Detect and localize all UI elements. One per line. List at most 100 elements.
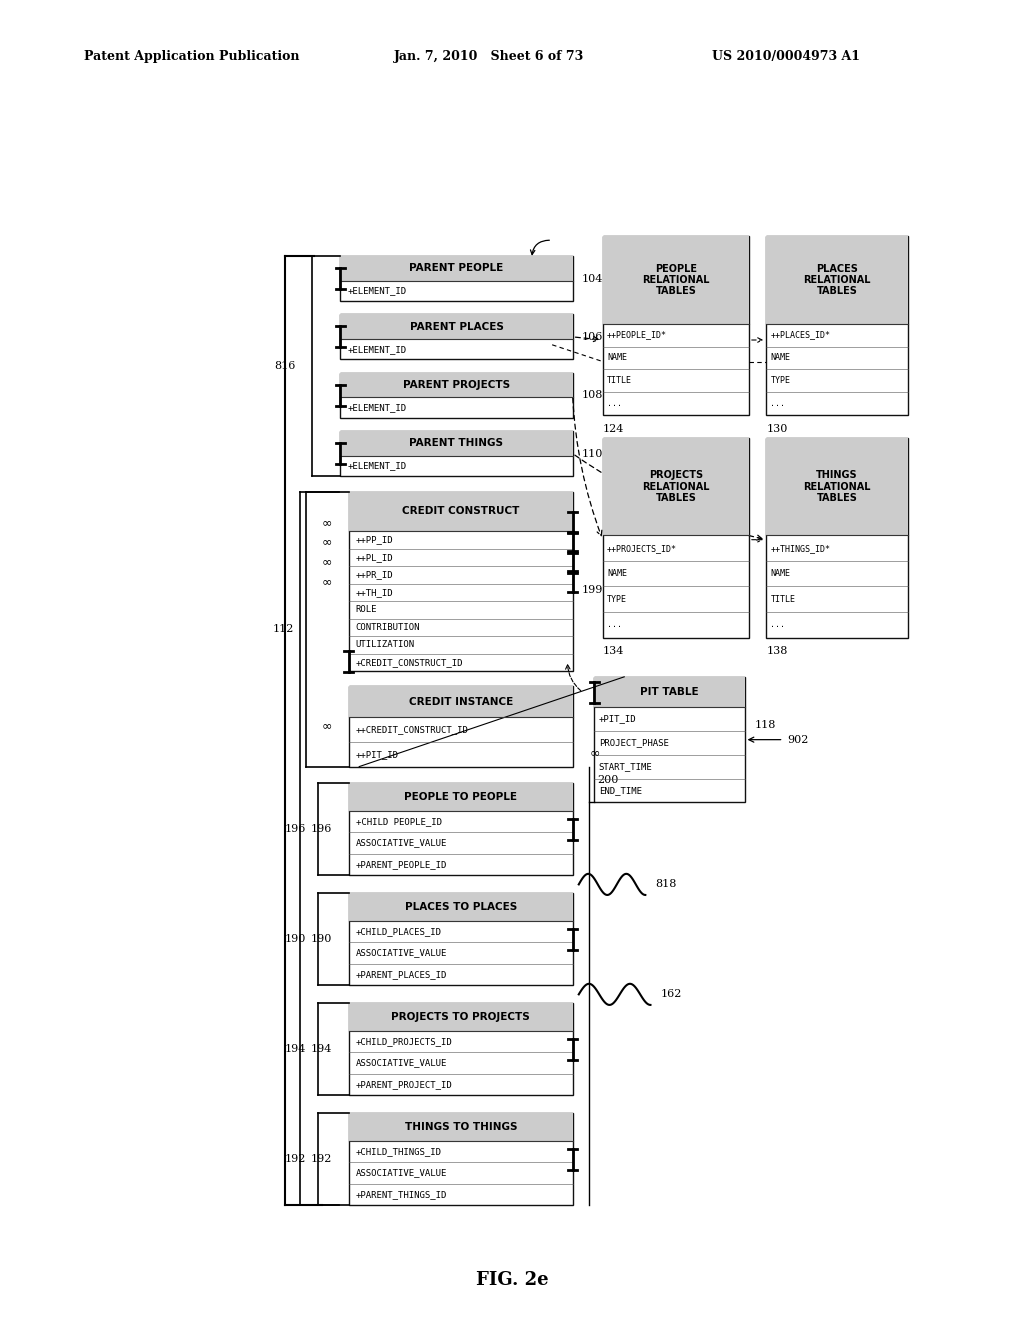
Text: PLACES
RELATIONAL
TABLES: PLACES RELATIONAL TABLES [804,264,870,296]
Text: ++TH_ID: ++TH_ID [355,587,393,597]
Bar [349,1113,572,1140]
Text: 190: 190 [285,935,306,944]
Text: UTILIZATION: UTILIZATION [355,640,415,649]
Text: +CHILD_PROJECTS_ID: +CHILD_PROJECTS_ID [355,1038,453,1045]
Text: +ELEMENT_ID: +ELEMENT_ID [347,345,407,354]
Text: TITLE: TITLE [607,376,632,385]
Text: PEOPLE
RELATIONAL
TABLES: PEOPLE RELATIONAL TABLES [642,264,710,296]
Text: 104: 104 [582,273,602,284]
Text: 138: 138 [766,645,787,656]
Text: ∞: ∞ [322,536,332,549]
Text: 118: 118 [755,721,776,730]
Text: 130: 130 [766,424,787,434]
Text: PARENT PLACES: PARENT PLACES [410,322,504,331]
Text: ++PIT_ID: ++PIT_ID [355,750,398,759]
Text: 816: 816 [274,362,295,371]
Text: +ELEMENT_ID: +ELEMENT_ID [347,286,407,296]
Text: PARENT THINGS: PARENT THINGS [410,438,504,449]
Bar [349,686,572,717]
Bar [603,438,749,536]
Text: ++PEOPLE_ID*: ++PEOPLE_ID* [607,330,667,339]
Text: +PARENT_PLACES_ID: +PARENT_PLACES_ID [355,970,447,979]
Text: PROJECTS TO PROJECTS: PROJECTS TO PROJECTS [391,1012,530,1022]
Text: Patent Application Publication: Patent Application Publication [84,50,299,63]
Text: CONTRIBUTION: CONTRIBUTION [355,623,420,632]
Text: +ELEMENT_ID: +ELEMENT_ID [347,462,407,470]
Text: 162: 162 [660,990,682,999]
Text: PARENT PEOPLE: PARENT PEOPLE [410,264,504,273]
Text: ROLE: ROLE [355,606,377,614]
Text: 112: 112 [272,624,294,634]
Text: +CHILD_PLACES_ID: +CHILD_PLACES_ID [355,927,441,936]
Text: ++PLACES_ID*: ++PLACES_ID* [770,330,830,339]
Text: START_TIME: START_TIME [599,762,652,771]
Text: ++CREDIT_CONSTRUCT_ID: ++CREDIT_CONSTRUCT_ID [355,725,469,734]
Bar [340,372,572,417]
Bar [349,1113,572,1205]
Bar [349,1003,572,1031]
Text: +CHILD_THINGS_ID: +CHILD_THINGS_ID [355,1147,441,1156]
Bar [349,492,572,531]
Text: ...: ... [770,400,785,408]
Bar [349,894,572,985]
Text: THINGS
RELATIONAL
TABLES: THINGS RELATIONAL TABLES [804,470,870,503]
Text: NAME: NAME [770,569,791,578]
Bar [603,236,749,323]
Text: ∞: ∞ [322,556,332,569]
Text: 194: 194 [310,1044,332,1055]
Text: PEOPLE TO PEOPLE: PEOPLE TO PEOPLE [404,792,517,803]
Bar [340,432,572,455]
Text: +CREDIT_CONSTRUCT_ID: +CREDIT_CONSTRUCT_ID [355,657,463,667]
Bar [340,256,572,301]
Text: 190: 190 [310,935,332,944]
Text: TITLE: TITLE [770,595,796,603]
Bar [340,432,572,477]
Text: ++THINGS_ID*: ++THINGS_ID* [770,544,830,553]
Text: ASSOCIATIVE_VALUE: ASSOCIATIVE_VALUE [355,949,447,957]
Text: FIG. 2e: FIG. 2e [476,1271,548,1290]
Bar [340,314,572,339]
Text: END_TIME: END_TIME [599,787,642,795]
Text: +CHILD PEOPLE_ID: +CHILD PEOPLE_ID [355,817,441,826]
Text: ...: ... [770,620,785,630]
Text: ∞: ∞ [322,516,332,529]
Bar [340,314,572,359]
Text: ++PP_ID: ++PP_ID [355,536,393,544]
Bar [766,236,908,323]
Text: US 2010/0004973 A1: US 2010/0004973 A1 [712,50,860,63]
Text: +PARENT_PEOPLE_ID: +PARENT_PEOPLE_ID [355,861,447,869]
Bar [349,491,572,671]
Bar [340,256,572,281]
Bar [349,783,572,875]
Text: ++PROJECTS_ID*: ++PROJECTS_ID* [607,544,677,553]
Bar [349,894,572,921]
Text: PLACES TO PLACES: PLACES TO PLACES [404,902,517,912]
Text: PROJECTS
RELATIONAL
TABLES: PROJECTS RELATIONAL TABLES [642,470,710,503]
Text: 194: 194 [285,1044,306,1055]
Bar [594,677,744,708]
Text: NAME: NAME [770,354,791,363]
Text: PROJECT_PHASE: PROJECT_PHASE [599,738,669,747]
Text: CREDIT CONSTRUCT: CREDIT CONSTRUCT [402,507,519,516]
Text: PIT TABLE: PIT TABLE [640,686,698,697]
Text: CREDIT INSTANCE: CREDIT INSTANCE [409,697,513,706]
Text: ∞: ∞ [322,719,332,733]
Bar [594,677,744,803]
Text: 818: 818 [655,879,677,890]
Text: 108: 108 [582,391,602,400]
Text: ∞: ∞ [322,576,332,589]
Text: NAME: NAME [607,354,627,363]
Bar [603,236,749,416]
Text: 192: 192 [310,1154,332,1164]
Text: Jan. 7, 2010   Sheet 6 of 73: Jan. 7, 2010 Sheet 6 of 73 [394,50,585,63]
Text: 192: 192 [285,1154,306,1164]
Text: NAME: NAME [607,569,627,578]
Text: ++PR_ID: ++PR_ID [355,570,393,579]
Text: ∞: ∞ [590,747,600,759]
Text: ...: ... [607,400,623,408]
Bar [349,1003,572,1096]
Text: 902: 902 [787,735,809,744]
Text: 106: 106 [582,331,602,342]
Text: TYPE: TYPE [770,376,791,385]
Text: 199: 199 [582,586,602,595]
